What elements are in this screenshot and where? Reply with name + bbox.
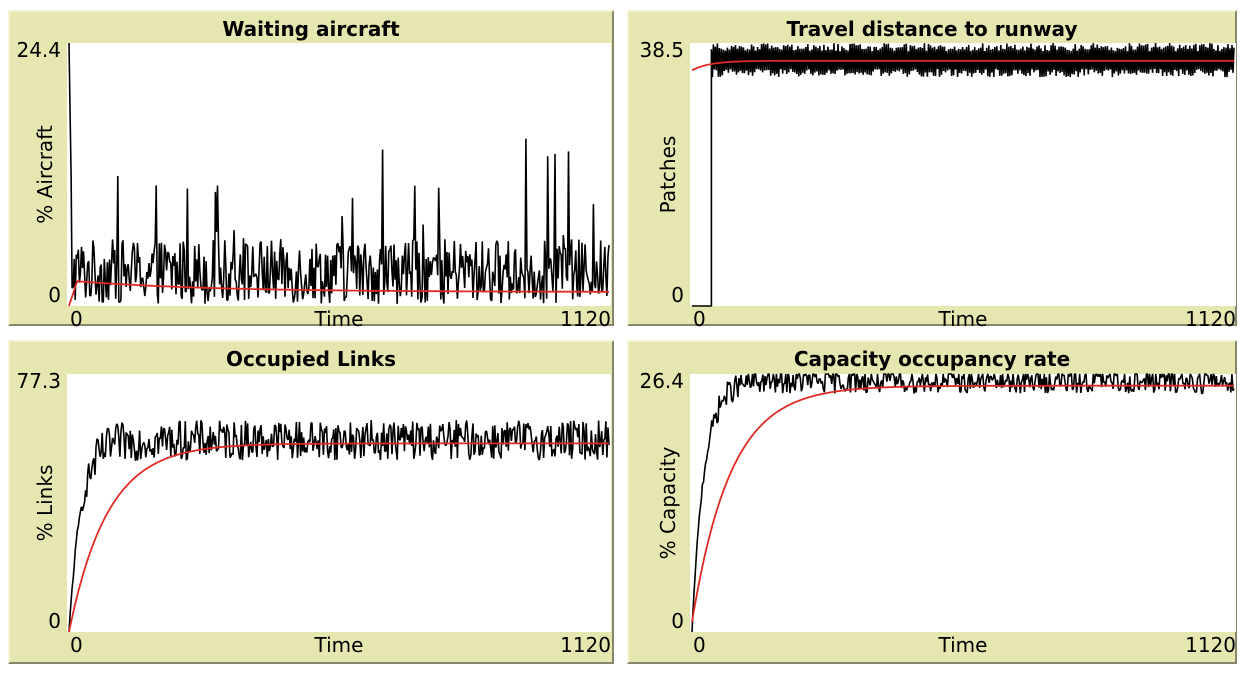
plot-panel-travel-distance: Travel distance to runway 38.5 0 0 1120 Time P… (627, 10, 1237, 331)
x-min-tick-label: 0 (693, 633, 706, 657)
series-line-black (692, 42, 1235, 307)
y-max-tick-label: 77.3 (16, 369, 61, 393)
chart-svg: Travel distance to runway 38.5 00 1120 Time P… (639, 17, 1236, 331)
x-min-tick-label: 0 (70, 307, 83, 331)
y-min-tick-label: 0 (671, 283, 684, 307)
chart-svg: Occupied Links 77.3 00 1120 Time % Links (16, 347, 611, 657)
x-axis-label: Time (938, 633, 988, 657)
series-line-black (68, 420, 610, 633)
y-axis-label: % Aircraft (33, 125, 57, 224)
y-max-tick-label: 38.5 (639, 38, 684, 62)
series-line-black (68, 42, 610, 304)
y-min-tick-label: 0 (671, 609, 684, 633)
x-axis-label: Time (314, 307, 364, 331)
y-axis-label: % Links (33, 465, 57, 542)
y-max-tick-label: 24.4 (16, 38, 61, 62)
y-min-tick-label: 0 (48, 283, 61, 307)
x-max-tick-label: 1120 (1185, 633, 1236, 657)
series-line-red (68, 442, 609, 633)
series-line-red (691, 59, 1234, 72)
chart-title: Capacity occupancy rate (794, 347, 1070, 371)
plot-area (690, 43, 1236, 306)
chart-title: Travel distance to runway (787, 17, 1078, 41)
y-min-tick-label: 0 (48, 609, 61, 633)
chart-title: Waiting aircraft (222, 17, 400, 41)
series-line-red (691, 384, 1234, 623)
x-max-tick-label: 1120 (1185, 307, 1236, 331)
y-axis-label: % Capacity (656, 446, 680, 559)
x-min-tick-label: 0 (70, 633, 83, 657)
chart-svg: Waiting aircraft 24.4 00 1120 Time % Aircraft (16, 17, 611, 331)
plot-panel-waiting-aircraft: Waiting aircraft 24.4 0 0 1120 Time % Aircraft (8, 10, 614, 331)
x-axis-label: Time (938, 307, 988, 331)
plot-panel-capacity-occupancy: Capacity occupancy rate 26.4 0 0 1120 Time % C… (627, 340, 1237, 664)
y-max-tick-label: 26.4 (639, 369, 684, 393)
plot-area (690, 374, 1236, 632)
series-line-red (68, 280, 609, 307)
y-axis-label: Patches (656, 136, 680, 214)
x-max-tick-label: 1120 (560, 307, 611, 331)
plot-panel-occupied-links: Occupied Links 77.3 0 0 1120 Time % Links (8, 340, 614, 664)
chart-title: Occupied Links (226, 347, 396, 371)
plot-area (67, 374, 611, 632)
series-line-black (691, 373, 1235, 633)
chart-svg: Capacity occupancy rate 26.4 00 1120 Time % C… (639, 347, 1236, 657)
x-max-tick-label: 1120 (560, 633, 611, 657)
x-axis-label: Time (314, 633, 364, 657)
x-min-tick-label: 0 (693, 307, 706, 331)
